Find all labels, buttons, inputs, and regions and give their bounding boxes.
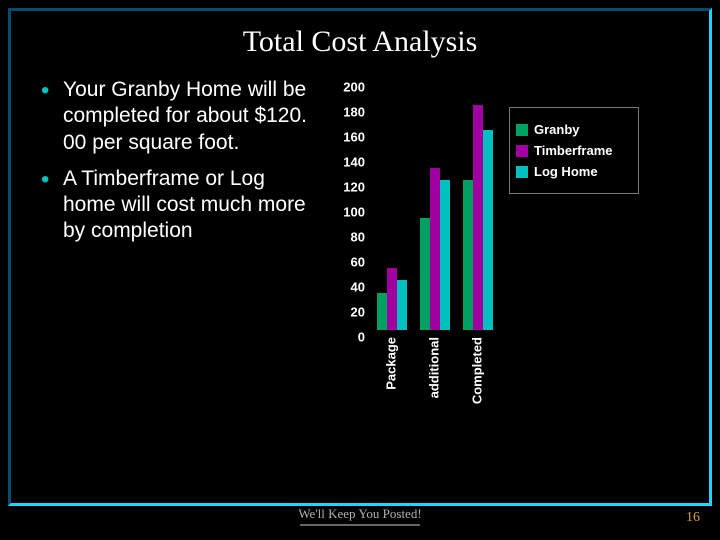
y-tick-label: 20	[351, 305, 371, 320]
bar	[483, 130, 493, 330]
bar-group	[420, 168, 450, 331]
legend-item: Log Home	[516, 164, 632, 179]
legend-swatch	[516, 145, 528, 157]
bar	[387, 268, 397, 331]
x-tick-label: Package	[383, 337, 398, 390]
x-tick-label: Completed	[470, 337, 485, 404]
bars-container	[371, 82, 499, 330]
slide-title: Total Cost Analysis	[11, 11, 709, 59]
y-tick-label: 120	[343, 180, 371, 195]
bar-group	[377, 268, 407, 331]
y-tick-label: 160	[343, 130, 371, 145]
bar	[420, 218, 430, 331]
content-row: Your Granby Home will be completed for a…	[11, 59, 709, 427]
bar-group	[463, 105, 493, 330]
slide-frame: Total Cost Analysis Your Granby Home wil…	[8, 8, 712, 506]
bar	[463, 180, 473, 330]
bullet-item: A Timberframe or Log home will cost much…	[41, 166, 319, 245]
bullet-list: Your Granby Home will be completed for a…	[41, 77, 319, 427]
chart-area: 020406080100120140160180200 Package addit…	[319, 77, 689, 427]
bullet-item: Your Granby Home will be completed for a…	[41, 77, 319, 156]
footer-text: We'll Keep You Posted!	[0, 506, 720, 526]
legend-label: Log Home	[534, 164, 598, 179]
y-tick-label: 40	[351, 280, 371, 295]
footer-label: We'll Keep You Posted!	[298, 506, 421, 521]
bar	[440, 180, 450, 330]
x-axis-labels: Package additional Completed	[369, 337, 499, 427]
x-tick-label: additional	[427, 337, 442, 398]
y-tick-label: 180	[343, 105, 371, 120]
footer-underline	[300, 524, 420, 526]
bar	[473, 105, 483, 330]
legend-swatch	[516, 124, 528, 136]
legend-label: Granby	[534, 122, 580, 137]
bar	[430, 168, 440, 331]
bar	[377, 293, 387, 331]
bar-chart: 020406080100120140160180200 Package addit…	[319, 77, 689, 427]
y-tick-label: 80	[351, 230, 371, 245]
legend-item: Granby	[516, 122, 632, 137]
legend-item: Timberframe	[516, 143, 632, 158]
y-tick-label: 60	[351, 255, 371, 270]
y-tick-label: 140	[343, 155, 371, 170]
legend-swatch	[516, 166, 528, 178]
bar	[397, 280, 407, 330]
y-tick-label: 200	[343, 80, 371, 95]
plot-region: 020406080100120140160180200	[369, 82, 499, 332]
legend-label: Timberframe	[534, 143, 613, 158]
page-number: 16	[686, 510, 700, 526]
y-tick-label: 100	[343, 205, 371, 220]
chart-legend: Granby Timberframe Log Home	[509, 107, 639, 194]
